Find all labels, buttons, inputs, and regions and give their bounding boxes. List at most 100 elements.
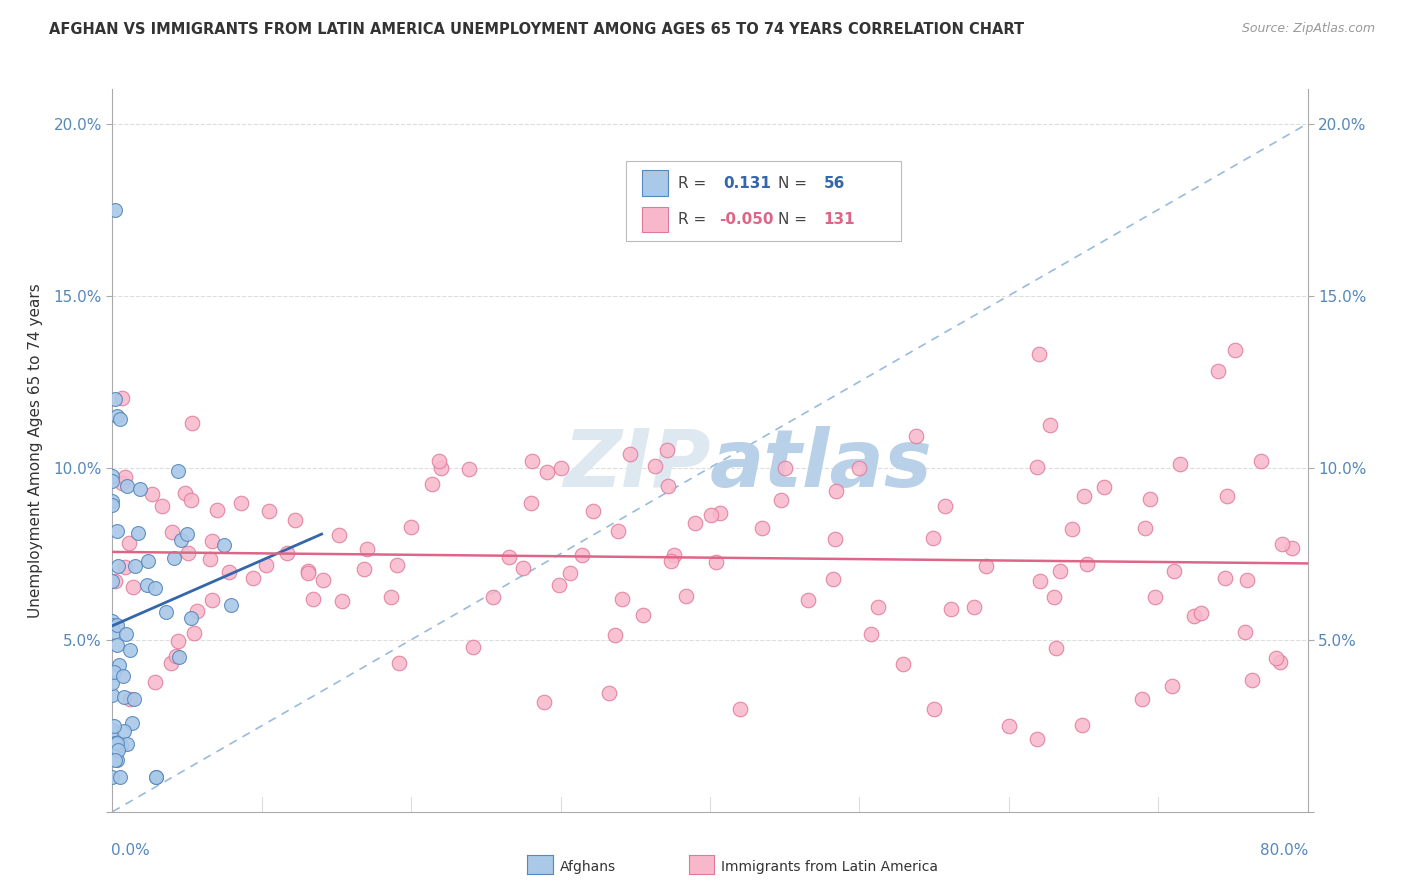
- Point: [824, 532, 846, 546]
- Point: [103, 719, 125, 733]
- Point: [101, 688, 124, 702]
- Bar: [643, 207, 668, 232]
- Point: [105, 524, 128, 538]
- Point: [155, 606, 177, 620]
- Point: [1271, 537, 1294, 551]
- Point: [1133, 521, 1156, 535]
- Point: [848, 460, 870, 475]
- Point: [512, 561, 534, 575]
- Point: [704, 555, 727, 569]
- Point: [1025, 460, 1047, 475]
- Point: [1250, 454, 1272, 468]
- Point: [922, 531, 945, 545]
- Text: Source: ZipAtlas.com: Source: ZipAtlas.com: [1241, 22, 1375, 36]
- Point: [169, 650, 191, 665]
- Point: [1168, 457, 1191, 471]
- Point: [1182, 608, 1205, 623]
- Point: [353, 562, 375, 576]
- Point: [145, 674, 167, 689]
- Point: [1213, 571, 1236, 585]
- Point: [922, 701, 945, 715]
- Point: [104, 753, 127, 767]
- Point: [388, 656, 411, 670]
- Point: [1062, 522, 1084, 536]
- Point: [356, 542, 378, 557]
- Point: [821, 573, 844, 587]
- Point: [115, 737, 138, 751]
- Point: [160, 657, 183, 671]
- Point: [101, 676, 124, 690]
- Point: [183, 626, 205, 640]
- Point: [420, 476, 443, 491]
- Point: [387, 558, 409, 573]
- Point: [122, 692, 145, 706]
- Point: [934, 499, 956, 513]
- Text: 0.0%: 0.0%: [111, 843, 150, 858]
- Point: [212, 538, 235, 552]
- Point: [101, 468, 124, 483]
- Point: [631, 607, 654, 622]
- Point: [685, 516, 707, 530]
- Point: [136, 578, 159, 592]
- Point: [117, 478, 139, 492]
- Point: [1163, 564, 1185, 578]
- Point: [1233, 625, 1256, 640]
- Point: [104, 202, 127, 217]
- Point: [1206, 364, 1229, 378]
- Point: [998, 719, 1021, 733]
- Point: [104, 392, 127, 406]
- Point: [769, 492, 792, 507]
- Text: N =: N =: [778, 211, 807, 227]
- Point: [1143, 591, 1166, 605]
- Point: [127, 525, 149, 540]
- Point: [533, 696, 555, 710]
- Point: [105, 409, 128, 423]
- Point: [111, 391, 134, 405]
- Point: [481, 591, 503, 605]
- Point: [103, 665, 125, 680]
- Point: [1281, 541, 1303, 555]
- Point: [180, 611, 202, 625]
- Point: [104, 574, 127, 588]
- Point: [1139, 491, 1161, 506]
- Point: [167, 464, 190, 478]
- Point: [242, 571, 264, 585]
- Point: [498, 549, 520, 564]
- Point: [963, 599, 986, 614]
- Point: [312, 573, 335, 587]
- Point: [167, 633, 190, 648]
- Point: [101, 770, 124, 784]
- Point: [1223, 343, 1246, 357]
- Point: [176, 526, 198, 541]
- Point: [751, 521, 773, 535]
- Point: [891, 657, 914, 672]
- Text: 0.131: 0.131: [723, 176, 770, 191]
- Text: R =: R =: [678, 211, 706, 227]
- Point: [699, 508, 721, 522]
- Point: [198, 551, 221, 566]
- Point: [399, 520, 422, 534]
- Point: [662, 549, 685, 563]
- Point: [108, 770, 131, 784]
- Point: [101, 474, 124, 488]
- Point: [181, 416, 204, 430]
- Point: [536, 465, 558, 479]
- Point: [457, 462, 479, 476]
- Point: [112, 669, 135, 683]
- Point: [548, 578, 571, 592]
- Point: [1092, 480, 1115, 494]
- Point: [1049, 565, 1071, 579]
- Point: [166, 649, 188, 664]
- Point: [112, 723, 135, 738]
- Point: [104, 736, 127, 750]
- Point: [297, 564, 319, 578]
- Point: [558, 566, 581, 580]
- Point: [330, 594, 353, 608]
- Point: [644, 458, 666, 473]
- Text: AFGHAN VS IMMIGRANTS FROM LATIN AMERICA UNEMPLOYMENT AMONG AGES 65 TO 74 YEARS C: AFGHAN VS IMMIGRANTS FROM LATIN AMERICA …: [49, 22, 1025, 37]
- Text: 80.0%: 80.0%: [1260, 843, 1309, 858]
- Point: [1189, 606, 1212, 620]
- Point: [773, 460, 796, 475]
- Point: [107, 743, 129, 757]
- Point: [520, 454, 543, 468]
